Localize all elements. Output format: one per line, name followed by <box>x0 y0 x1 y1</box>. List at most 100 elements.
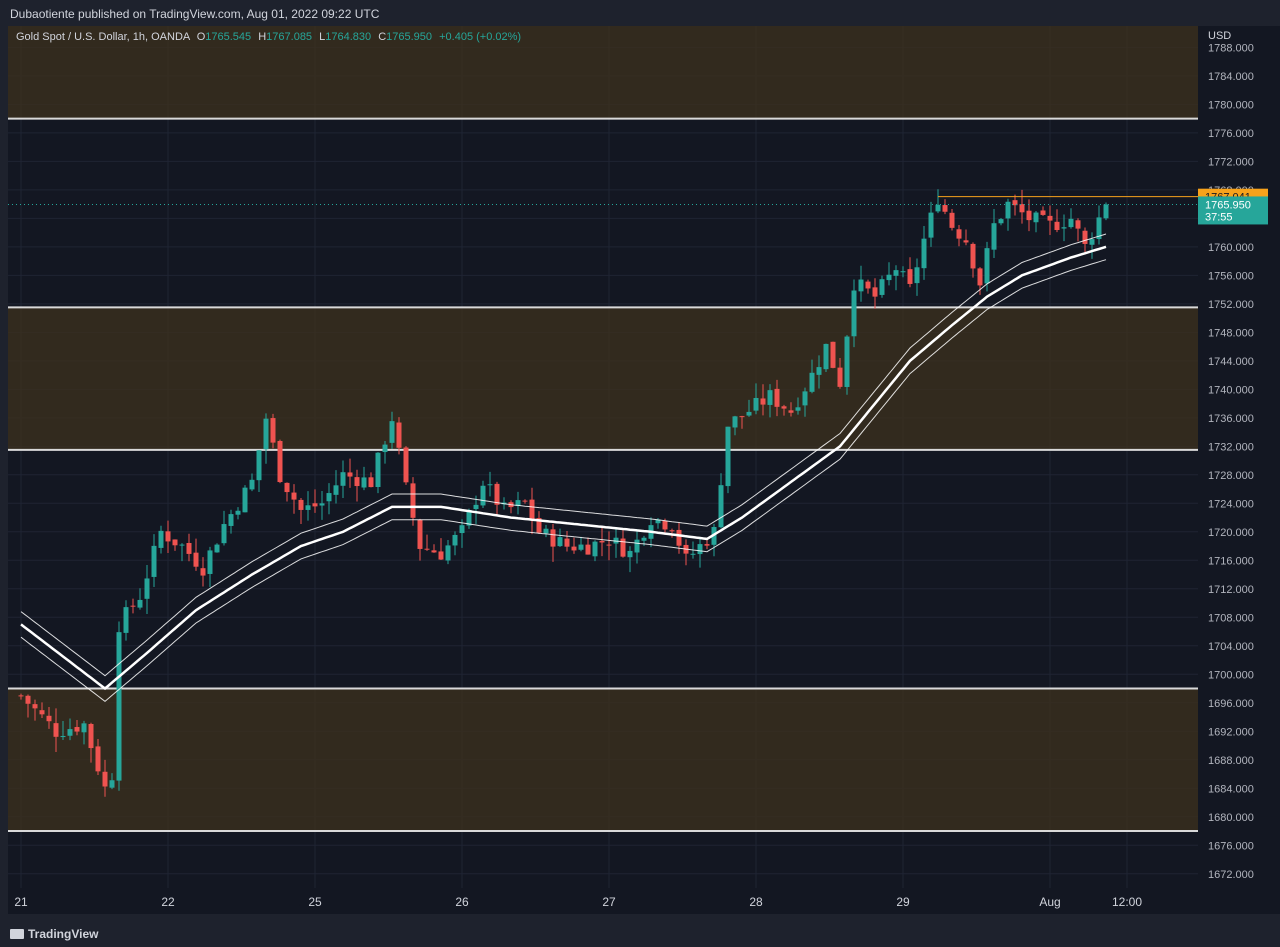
price-axis-label: 1780.000 <box>1208 99 1254 111</box>
candle-body <box>389 421 395 443</box>
candle-body <box>781 406 787 409</box>
candle-body <box>60 735 66 738</box>
candle-body <box>564 538 570 547</box>
candle-body <box>347 472 353 477</box>
candle <box>795 397 801 415</box>
candle-body <box>886 274 892 281</box>
price-axis[interactable]: USD 1788.000 1784.000 1780.000 1776.000 1772… <box>1198 26 1280 914</box>
price-axis-label: 1672.000 <box>1208 869 1254 881</box>
price-axis-label: 1696.000 <box>1208 698 1254 710</box>
candle-body <box>830 341 836 368</box>
candle <box>942 199 948 215</box>
candle-body <box>529 499 535 520</box>
candle <box>242 485 248 513</box>
candle <box>585 537 591 555</box>
candle <box>32 699 38 721</box>
candle-body <box>543 528 549 534</box>
candle <box>914 258 920 296</box>
candle-body <box>1047 215 1053 221</box>
candle-body <box>221 524 227 544</box>
candle-body <box>739 416 745 418</box>
candle <box>109 773 115 790</box>
candle-body <box>130 605 136 607</box>
candle-body <box>319 503 325 506</box>
candle <box>620 528 626 558</box>
candle-body <box>634 539 640 553</box>
candle <box>858 265 864 302</box>
close-label: C <box>378 31 387 43</box>
candle <box>865 279 871 294</box>
candle-body <box>74 727 80 732</box>
candle <box>550 523 556 562</box>
tradingview-logo[interactable]: TradingView <box>10 927 98 941</box>
last-price-badge <box>1198 196 1268 225</box>
candle <box>214 543 220 553</box>
candle-body <box>970 243 976 269</box>
candle-body <box>123 607 129 633</box>
candle <box>179 543 185 562</box>
candle-body <box>753 397 759 411</box>
candle-body <box>578 544 584 550</box>
candle <box>781 404 787 416</box>
candle-body <box>396 422 402 448</box>
candle-body <box>641 537 647 541</box>
tradingview-logo-icon <box>10 929 24 939</box>
candle <box>81 720 87 745</box>
candle-body <box>942 205 948 212</box>
candle <box>116 621 122 791</box>
moving-average-middle <box>20 245 1107 691</box>
price-axis-label: 1720.000 <box>1208 527 1254 539</box>
time-axis-label: 25 <box>308 895 322 909</box>
candle-body <box>172 539 178 546</box>
candle <box>872 278 878 309</box>
price-axis-label: 1788.000 <box>1208 42 1254 54</box>
candle-body <box>956 229 962 239</box>
candle-body <box>403 447 409 483</box>
candle <box>928 201 934 247</box>
candle <box>102 759 108 797</box>
close-value: 1765.950 <box>386 31 433 43</box>
price-axis-label: 1740.000 <box>1208 384 1254 396</box>
candle-body <box>382 444 388 453</box>
time-axis-label: 12:00 <box>1112 895 1142 909</box>
candle <box>753 383 759 415</box>
candle <box>697 536 703 568</box>
candle-body <box>53 723 59 737</box>
candle-body <box>109 780 115 788</box>
candle <box>473 495 479 525</box>
symbol-legend: Gold Spot / U.S. Dollar, 1h, OANDA O1765… <box>16 31 521 43</box>
candle <box>235 507 241 520</box>
price-chart[interactable]: 21 22 25 26 27 28 29 Aug 12:00 <box>8 26 1198 914</box>
candle-body <box>718 485 724 528</box>
candle-body <box>746 411 752 416</box>
candle-body <box>193 552 199 567</box>
candle <box>767 384 773 418</box>
candle-body <box>1089 239 1095 245</box>
candle-body <box>879 279 885 295</box>
candle <box>907 257 913 288</box>
candle <box>347 458 353 488</box>
symbol-name: Gold Spot / U.S. Dollar, 1h, OANDA <box>16 31 190 43</box>
candle-body <box>410 483 416 518</box>
candle-body <box>417 519 423 549</box>
candle-body <box>991 223 997 250</box>
candle-body <box>998 219 1004 224</box>
candle <box>172 539 178 551</box>
candle-body <box>585 544 591 555</box>
candle <box>375 452 381 494</box>
candle-body <box>949 212 955 228</box>
candle <box>123 600 129 641</box>
chart-area[interactable]: 21 22 25 26 27 28 29 Aug 12:00 <box>8 26 1198 914</box>
time-axis-label: 26 <box>455 895 469 909</box>
candle <box>557 528 563 547</box>
candle <box>256 450 262 493</box>
candle-body <box>1103 204 1109 219</box>
price-axis-label: 1748.000 <box>1208 327 1254 339</box>
candle-body <box>963 240 969 243</box>
candle-body <box>1061 227 1067 229</box>
candle <box>46 707 52 729</box>
candle <box>809 359 815 394</box>
time-axis-label: 21 <box>14 895 28 909</box>
candle-body <box>102 771 108 787</box>
candle-body <box>669 530 675 532</box>
